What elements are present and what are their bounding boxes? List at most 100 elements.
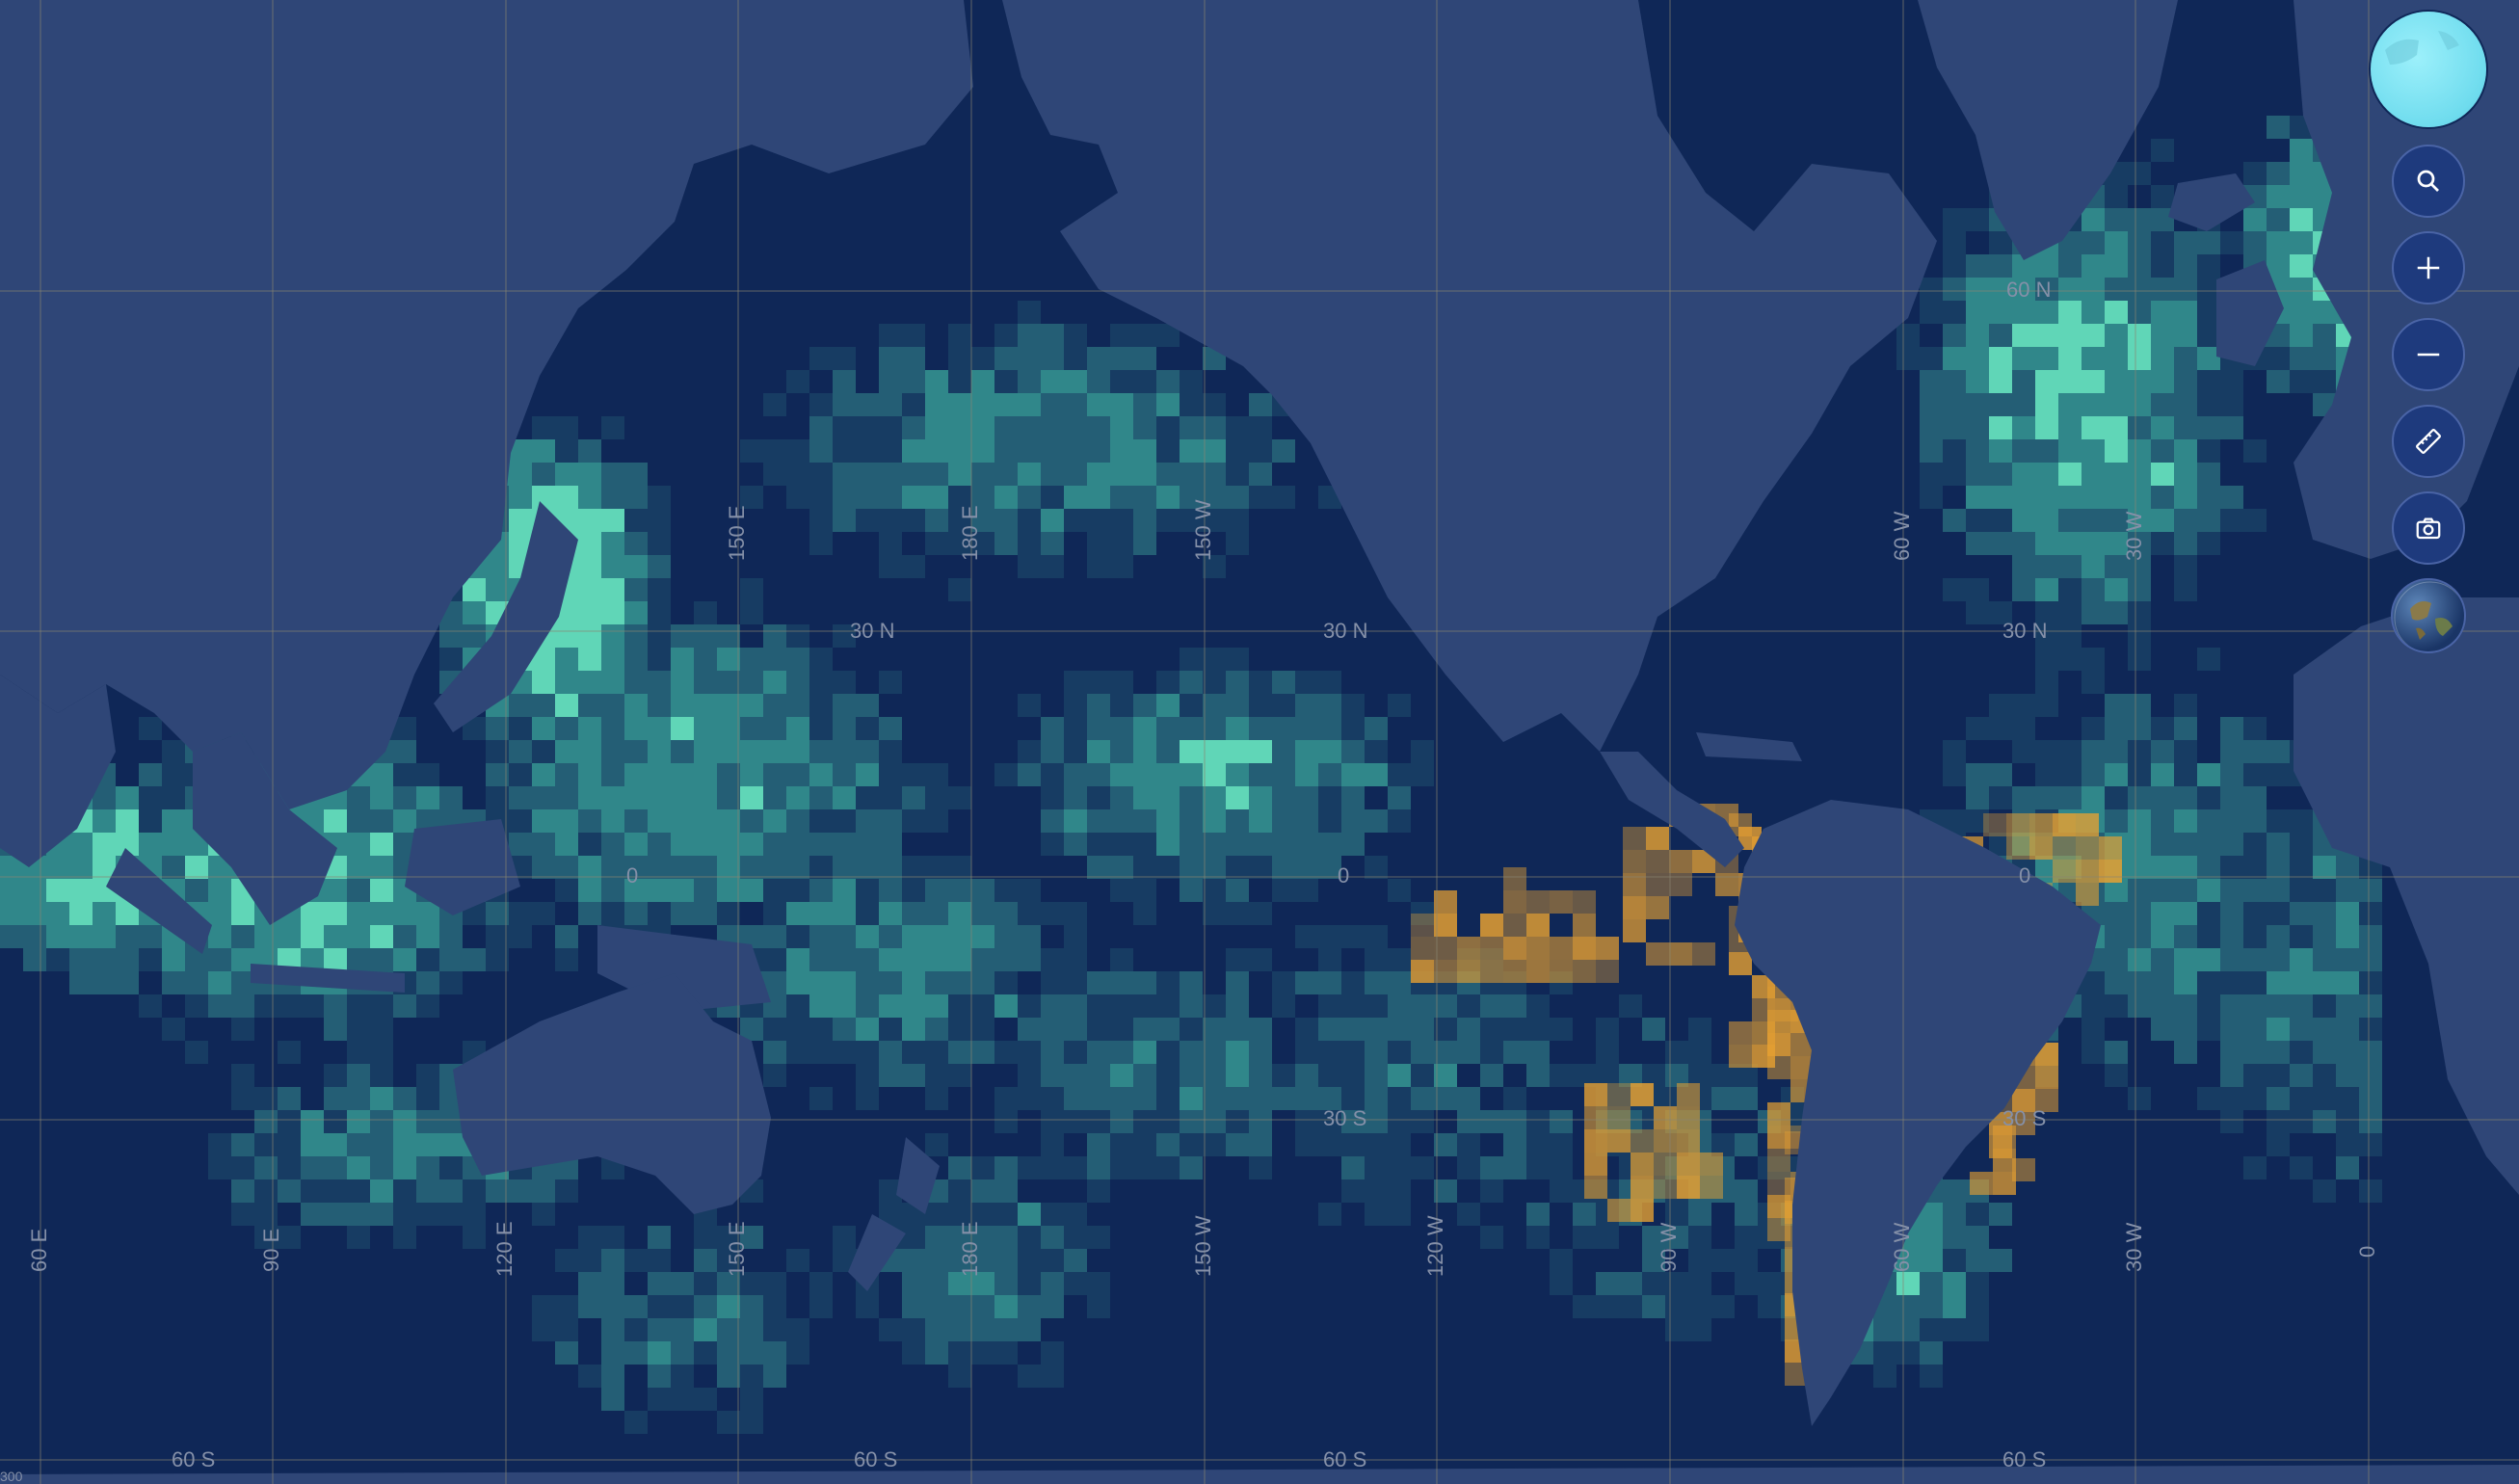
density-cell (578, 532, 601, 555)
density-cell (2128, 370, 2151, 393)
density-cell (1365, 971, 1388, 994)
density-cell (1665, 1041, 1688, 1064)
density-cell (1665, 1295, 1688, 1318)
density-cell (532, 1295, 555, 1318)
density-cell (2128, 763, 2151, 786)
density-cell (1064, 717, 1087, 740)
search-button[interactable] (2392, 145, 2465, 218)
density-cell (2313, 925, 2336, 948)
measure-button[interactable] (2392, 405, 2465, 478)
density-cell (717, 879, 740, 902)
density-cell (2128, 717, 2151, 740)
density-cell (786, 648, 809, 671)
density-cell (1920, 439, 1943, 463)
density-cell (809, 393, 833, 416)
density-cell (1365, 994, 1388, 1018)
density-cell (324, 1018, 347, 1041)
density-cell (671, 1318, 694, 1341)
density-cell (856, 879, 879, 902)
density-cell (833, 347, 856, 370)
density-cell (1920, 393, 1943, 416)
density-cell (1966, 208, 1989, 231)
density-cell (1272, 971, 1295, 994)
density-cell (879, 555, 902, 578)
density-cell (393, 763, 416, 786)
density-cell (1526, 1041, 1550, 1064)
density-cell (671, 902, 694, 925)
lon-label: 150 W (1191, 1215, 1215, 1277)
density-cell (1110, 532, 1133, 555)
density-cell (1642, 1226, 1665, 1249)
density-cell (2174, 786, 2197, 809)
density-cell (1064, 347, 1087, 370)
density-cell (2174, 393, 2197, 416)
density-cell (1503, 1041, 1526, 1064)
density-cell (971, 463, 994, 486)
globe-minimap-icon[interactable] (2371, 12, 2486, 127)
density-cell (555, 463, 578, 486)
density-cell (2081, 717, 2105, 740)
density-cell (2174, 879, 2197, 902)
landmass-africa (2294, 597, 2519, 1195)
density-cell (2128, 439, 2151, 463)
landmass-australia (453, 973, 771, 1214)
density-cell (2151, 948, 2174, 971)
density-cell (578, 1249, 601, 1272)
density-cell (1180, 717, 1203, 740)
density-cell (2174, 971, 2197, 994)
density-cell (370, 1041, 393, 1064)
density-cell (994, 347, 1018, 370)
map-controls (2367, 12, 2490, 653)
density-cell (856, 694, 879, 717)
density-cell (1943, 463, 1966, 486)
density-cell (1203, 1018, 1226, 1041)
density-cell (1966, 324, 1989, 347)
density-cell (1758, 1226, 1781, 1249)
density-cell (1180, 648, 1203, 671)
highlight-cell (2053, 860, 2076, 883)
density-cell (1365, 717, 1388, 740)
density-cell (948, 1203, 971, 1226)
density-cell (1156, 1064, 1180, 1087)
density-cell (1018, 1064, 1041, 1087)
density-cell (1226, 1133, 1249, 1156)
density-cell (648, 671, 671, 694)
highlight-cell (1646, 827, 1669, 850)
density-cell (971, 347, 994, 370)
density-cell (1203, 671, 1226, 694)
density-cell (2128, 624, 2151, 648)
zoom-out-button[interactable] (2392, 318, 2465, 391)
density-cell (809, 509, 833, 532)
screenshot-button[interactable] (2392, 491, 2465, 565)
zoom-in-button[interactable] (2392, 231, 2465, 305)
density-cell (2290, 185, 2313, 208)
density-cell (925, 1041, 948, 1064)
density-cell (2267, 347, 2290, 370)
density-cell (416, 994, 439, 1018)
density-cell (1041, 509, 1064, 532)
density-cell (1226, 1110, 1249, 1133)
density-cell (2058, 324, 2081, 347)
lon-label: 60 W (1890, 1222, 1914, 1272)
density-cell (278, 994, 301, 1018)
density-cell (1133, 439, 1156, 463)
density-cell (1133, 717, 1156, 740)
density-cell (717, 1365, 740, 1388)
density-cell (1180, 416, 1203, 439)
density-cell (347, 1110, 370, 1133)
density-cell (1318, 1018, 1341, 1041)
density-cell (1318, 740, 1341, 763)
density-cell (1018, 347, 1041, 370)
highlight-cell (1993, 1149, 2016, 1172)
density-cell (2267, 1018, 2290, 1041)
density-cell (2105, 925, 2128, 948)
density-cell (2012, 324, 2035, 347)
density-cell (578, 902, 601, 925)
density-cell (648, 786, 671, 809)
density-cell (856, 1064, 879, 1087)
density-cell (648, 1295, 671, 1318)
density-cell (1018, 740, 1041, 763)
basemap-button[interactable] (2391, 578, 2466, 653)
